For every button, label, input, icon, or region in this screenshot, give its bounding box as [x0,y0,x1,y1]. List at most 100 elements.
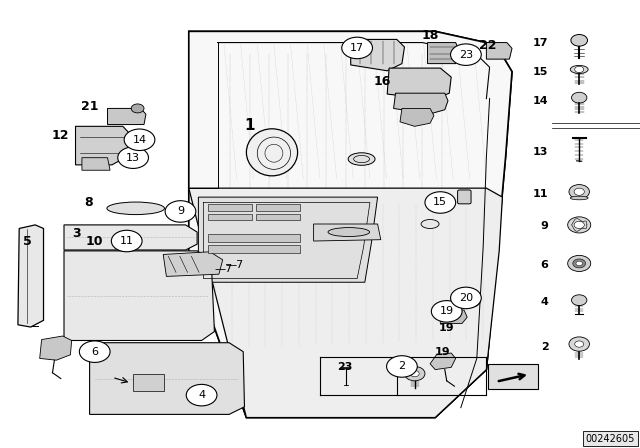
Polygon shape [351,39,404,71]
Polygon shape [76,126,131,165]
Polygon shape [163,252,223,276]
FancyBboxPatch shape [208,245,300,253]
Text: 15: 15 [433,198,447,207]
Ellipse shape [570,196,588,200]
Text: 00242605: 00242605 [586,434,635,444]
Text: 3: 3 [72,227,81,241]
Polygon shape [486,43,512,59]
Circle shape [342,37,372,59]
Ellipse shape [348,153,375,165]
Circle shape [573,259,586,268]
FancyBboxPatch shape [133,374,164,391]
Circle shape [131,104,144,113]
Text: 12: 12 [52,129,70,142]
Polygon shape [90,343,244,414]
Circle shape [574,188,584,195]
Ellipse shape [107,202,164,215]
Ellipse shape [421,220,439,228]
Polygon shape [40,336,72,360]
Ellipse shape [570,65,588,73]
Text: 6: 6 [541,260,548,270]
Ellipse shape [328,228,370,237]
Circle shape [572,92,587,103]
Text: 9: 9 [541,221,548,231]
Circle shape [124,129,155,151]
Text: 8: 8 [84,196,93,209]
Polygon shape [108,108,146,125]
Circle shape [568,255,591,271]
FancyBboxPatch shape [208,234,300,242]
Circle shape [569,337,589,351]
Text: 10: 10 [86,235,104,249]
Circle shape [574,221,584,228]
Text: 19: 19 [435,347,451,357]
Polygon shape [64,251,214,340]
Circle shape [79,341,110,362]
Text: 19: 19 [440,306,454,316]
Text: 23: 23 [337,362,352,371]
Polygon shape [189,188,502,418]
Polygon shape [64,225,197,250]
Circle shape [451,287,481,309]
Text: —7: —7 [215,264,233,274]
Polygon shape [198,197,378,282]
Circle shape [410,370,419,377]
FancyBboxPatch shape [458,190,471,204]
Circle shape [451,44,481,65]
Text: 16: 16 [374,75,392,88]
Circle shape [186,384,217,406]
Circle shape [572,295,587,306]
Circle shape [425,192,456,213]
Text: 19: 19 [439,323,454,333]
Polygon shape [428,43,460,64]
Text: —7: —7 [225,260,244,270]
Text: 2: 2 [541,342,548,352]
FancyBboxPatch shape [208,214,252,220]
Circle shape [576,261,582,266]
Polygon shape [82,158,110,170]
Text: 17: 17 [350,43,364,53]
Text: 2: 2 [398,362,406,371]
Polygon shape [18,225,44,327]
Text: 20: 20 [459,293,473,303]
Polygon shape [189,31,512,418]
FancyBboxPatch shape [208,204,252,211]
Polygon shape [387,68,451,99]
Polygon shape [430,353,456,370]
Polygon shape [440,310,467,323]
Text: 4: 4 [198,390,205,400]
Text: 21: 21 [81,100,99,113]
Circle shape [575,66,584,73]
Circle shape [404,366,425,381]
Text: 11: 11 [533,189,548,198]
Polygon shape [189,31,512,418]
Circle shape [165,201,196,222]
Circle shape [568,217,591,233]
Text: 4: 4 [541,297,548,307]
Circle shape [111,230,142,252]
Text: 6: 6 [92,347,98,357]
Text: 9: 9 [177,207,184,216]
FancyBboxPatch shape [256,204,300,211]
Text: 18: 18 [422,29,440,43]
Circle shape [571,34,588,46]
Circle shape [569,185,589,199]
Text: 13: 13 [533,147,548,157]
Polygon shape [400,108,434,126]
Text: 17: 17 [533,38,548,47]
Text: 1: 1 [244,118,255,133]
FancyBboxPatch shape [256,214,300,220]
Text: 11: 11 [120,236,134,246]
Text: 14: 14 [132,135,147,145]
Text: 23: 23 [459,50,473,60]
Text: 20: 20 [397,362,412,371]
Text: 14: 14 [533,96,548,106]
Circle shape [575,341,584,347]
Polygon shape [394,93,448,114]
Polygon shape [314,224,381,241]
Text: 22: 22 [479,39,497,52]
FancyBboxPatch shape [488,364,538,389]
Text: 13: 13 [126,153,140,163]
Circle shape [387,356,417,377]
Text: 15: 15 [533,67,548,77]
